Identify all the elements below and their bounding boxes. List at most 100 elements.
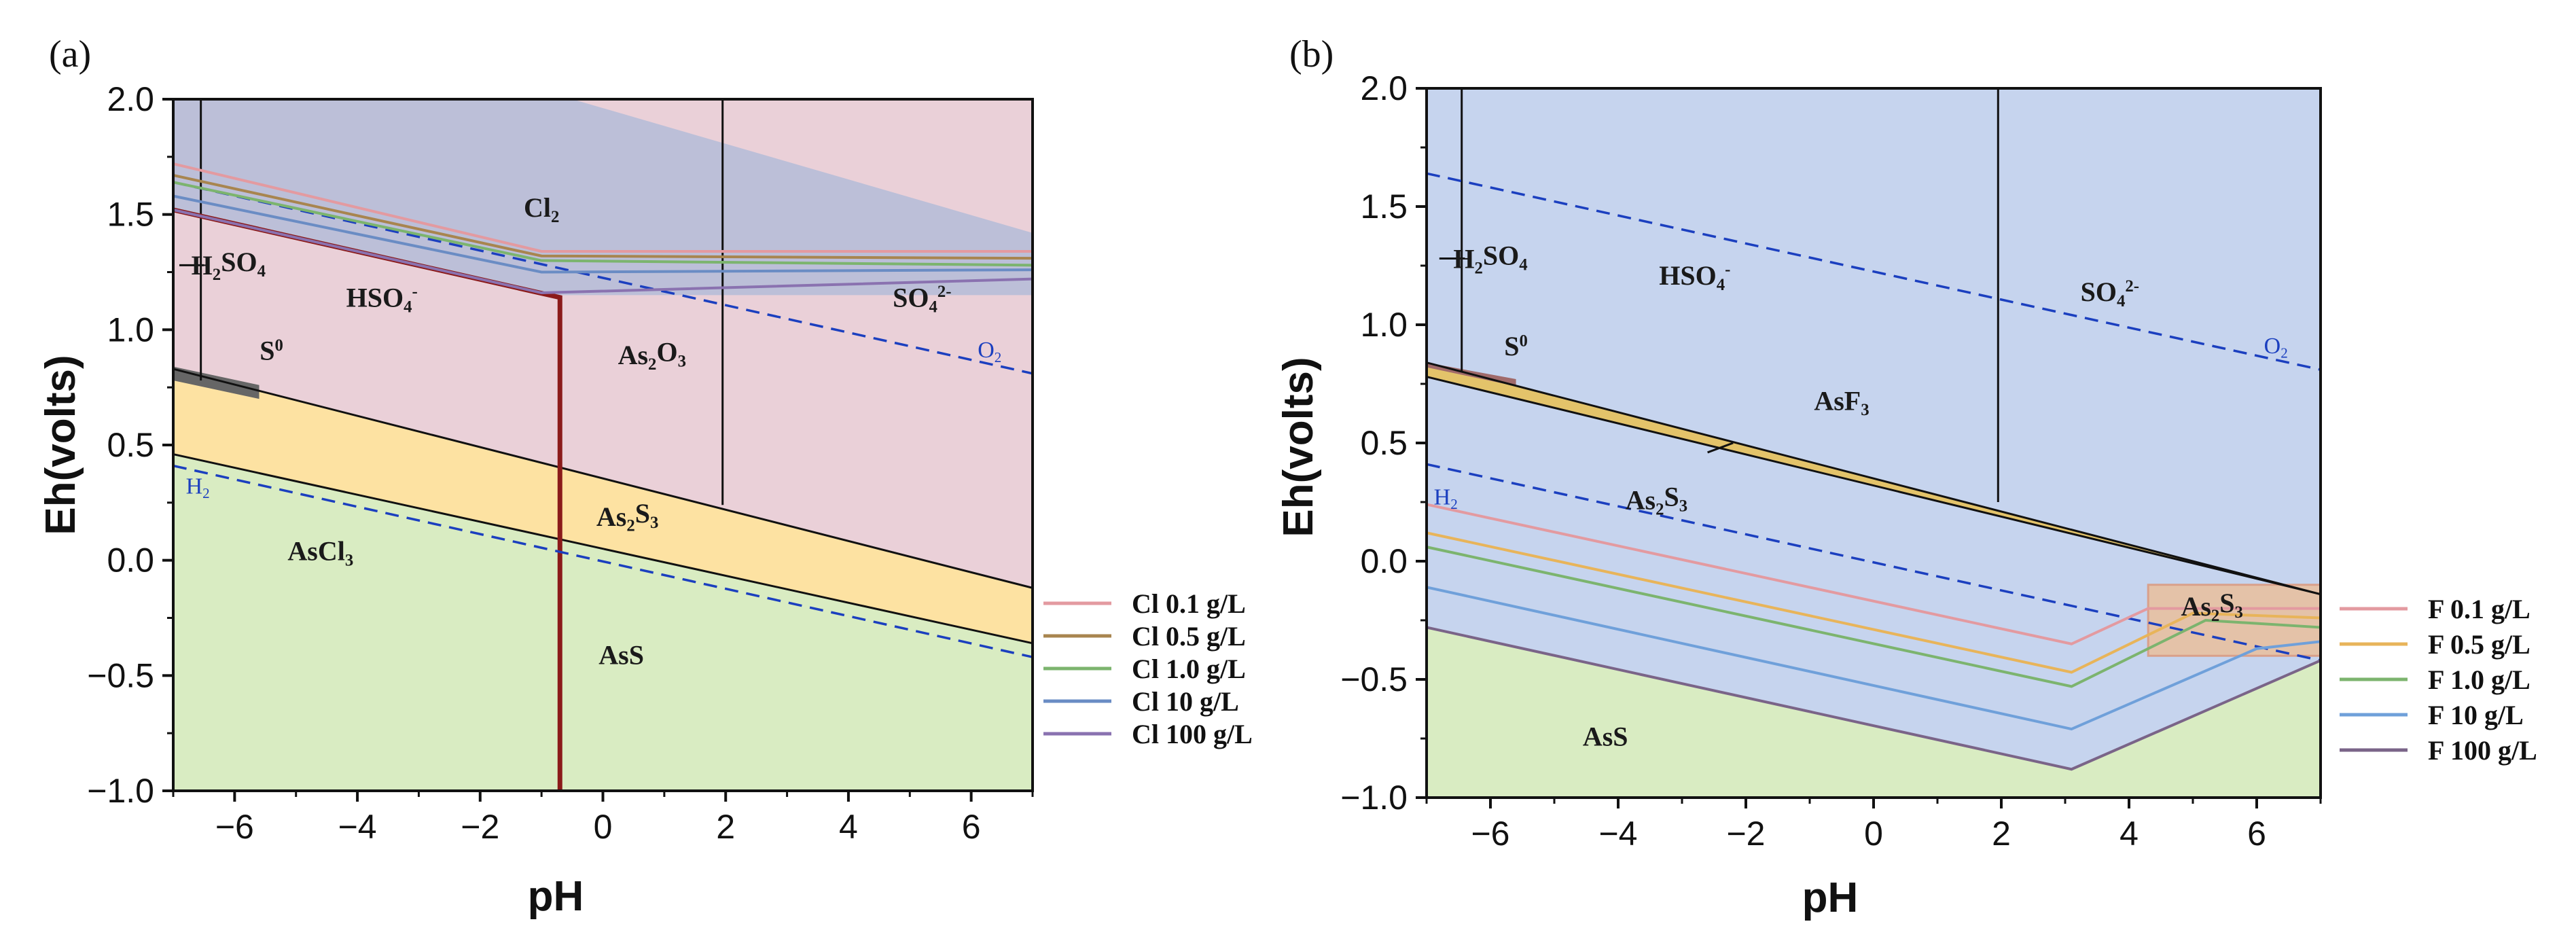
water-line-label-1: O2 — [2264, 334, 2288, 361]
panel-a-label: (a) — [49, 33, 91, 75]
legend-label-2: Cl 0.5 g/L — [1132, 621, 1246, 652]
series-5-line — [1426, 626, 2321, 771]
region-label-7: As2S3 — [596, 498, 659, 535]
cl2-field — [173, 99, 1033, 296]
y-tick-label: −0.5 — [87, 656, 154, 694]
panel-b: (b) H2SO4 HSO4- SO42- S0 AsF3 As2S3 As2S3 AsS O2… — [1275, 33, 2537, 921]
as2s3-field — [173, 369, 1033, 643]
panel-b-series — [1426, 503, 2321, 771]
ass-field — [1427, 627, 2321, 798]
x-tick-label: 2 — [716, 808, 735, 846]
x-tick-label: 0 — [594, 808, 613, 846]
legend-label-3: Cl 1.0 g/L — [1132, 654, 1246, 684]
x-tick-label: 6 — [962, 808, 981, 846]
region-label-2: HSO4- — [1659, 260, 1730, 294]
water-line-label-2: H2 — [186, 474, 210, 501]
lower-sulfide-boundary — [173, 453, 1033, 645]
water-line-label-1: O2 — [978, 338, 1001, 366]
panel-a-legend: Cl 0.1 g/LCl 0.5 g/LCl 1.0 g/LCl 10 g/LC… — [1043, 588, 1253, 749]
series-1-line — [1426, 503, 2321, 645]
panel-b-y-axis-title: Eh(volts) — [1275, 357, 1322, 537]
panel-a-axes: −6 −4 −2 0 2 4 6 −1.0 −0.5 0.0 0.5 1.0 1.5 2.0 — [87, 80, 1034, 846]
panel-b-boundaries — [1426, 88, 2321, 662]
series-4-line — [173, 194, 1033, 274]
region-label-5: As2O3 — [618, 336, 686, 374]
series-2-line — [173, 174, 1033, 260]
region-label-8: AsS — [1583, 721, 1628, 751]
y-tick-label: 0.0 — [107, 541, 154, 580]
region-label-4: S0 — [260, 335, 283, 366]
y-tick-label: −0.5 — [1340, 660, 1408, 698]
region-label-2: H2SO4 — [192, 247, 266, 284]
ass-field — [173, 454, 1033, 791]
x-tick-label: 6 — [2247, 815, 2266, 853]
legend-label-5: F 100 g/L — [2428, 735, 2537, 766]
series-5-line — [173, 208, 1033, 295]
region-label-3: HSO4- — [346, 282, 418, 316]
water-line-label-2: H2 — [1434, 484, 1458, 512]
legend-label-3: F 1.0 g/L — [2428, 664, 2530, 695]
y-tick-label: 1.5 — [107, 196, 154, 234]
series-3-line — [1426, 546, 2321, 688]
legend-label-2: F 0.5 g/L — [2428, 629, 2530, 660]
region-label-8: AsCl3 — [287, 536, 353, 570]
x-tick-label: −2 — [1726, 815, 1765, 853]
x-tick-label: −2 — [461, 808, 499, 846]
panel-b-x-axis-title: pH — [1802, 874, 1859, 921]
region-label-3: SO42- — [2081, 277, 2139, 310]
panel-a-fields — [173, 99, 1033, 791]
region-label-4: S0 — [1504, 331, 1528, 361]
as2s3-pointer — [1707, 442, 1734, 454]
panel-a: (a) Cl2 H2SO4 HSO4- S0 As2O3 SO42- As2S3 AsCl3 A… — [37, 33, 1253, 920]
region-label-9: AsS — [598, 639, 644, 670]
x-tick-label: 4 — [2119, 815, 2139, 853]
x-tick-label: −6 — [215, 808, 254, 846]
panel-b-legend: F 0.1 g/L F 0.5 g/L F 1.0 g/L F 10 g/L F 100… — [2340, 594, 2537, 766]
x-tick-label: −4 — [338, 808, 377, 846]
legend-label-1: F 0.1 g/L — [2428, 594, 2530, 624]
panel-a-x-axis-title: pH — [528, 873, 584, 920]
series-2-line — [1426, 531, 2321, 674]
legend-label-5: Cl 100 g/L — [1132, 719, 1253, 749]
legend-label-4: Cl 10 g/L — [1132, 686, 1239, 717]
o2-water-line — [1426, 172, 2321, 371]
lower-sulfide-boundary — [1426, 376, 2321, 596]
x-tick-label: 2 — [1992, 815, 2011, 853]
panel-b-fields — [1427, 88, 2322, 798]
region-label-1: Cl2 — [524, 192, 559, 226]
region-label-5: AsF3 — [1814, 385, 1869, 419]
o2-water-line — [173, 181, 1033, 375]
region-label-6: SO42- — [893, 282, 951, 316]
y-tick-label: 1.0 — [107, 310, 154, 349]
series-3-line — [173, 181, 1033, 267]
region-label-7: As2S3 — [2181, 588, 2243, 625]
y-tick-label: −1.0 — [1340, 779, 1408, 817]
legend-label-4: F 10 g/L — [2428, 700, 2524, 730]
panel-a-y-axis-title: Eh(volts) — [37, 355, 84, 535]
panel-a-series — [173, 162, 1033, 295]
x-tick-label: 0 — [1864, 815, 1883, 853]
y-tick-label: 2.0 — [107, 80, 154, 118]
x-tick-label: 4 — [839, 808, 858, 846]
panel-a-region-labels: Cl2 H2SO4 HSO4- S0 As2O3 SO42- As2S3 AsCl3 AsS O2… — [186, 192, 1002, 670]
panel-b-axes: −6 −4 −2 0 2 4 6 −1.0 −0.5 0.0 0.5 1.0 1.5 2.0 — [1340, 69, 2322, 853]
x-tick-label: −4 — [1598, 815, 1637, 853]
y-tick-label: 0.5 — [107, 426, 154, 464]
region-label-6: As2S3 — [1626, 482, 1688, 519]
h2-water-line — [1426, 463, 2321, 662]
upper-sulfide-boundary — [173, 368, 1033, 589]
y-tick-label: 2.0 — [1360, 69, 1408, 107]
legend-label-1: Cl 0.1 g/L — [1132, 588, 1246, 619]
y-tick-label: −1.0 — [87, 772, 154, 810]
h2-water-line — [173, 464, 1033, 658]
y-tick-label: 0.0 — [1360, 542, 1408, 580]
y-tick-label: 1.0 — [1360, 306, 1408, 344]
series-1-line — [173, 162, 1033, 253]
y-tick-label: 0.5 — [1360, 424, 1408, 462]
series-4-line — [1426, 586, 2321, 731]
x-tick-label: −6 — [1471, 815, 1509, 853]
upper-sulfide-boundary — [1426, 361, 2321, 596]
region-label-1: H2SO4 — [1453, 241, 1527, 278]
panel-b-region-labels: H2SO4 HSO4- SO42- S0 AsF3 As2S3 As2S3 AsS O2 H2 — [1434, 241, 2288, 752]
